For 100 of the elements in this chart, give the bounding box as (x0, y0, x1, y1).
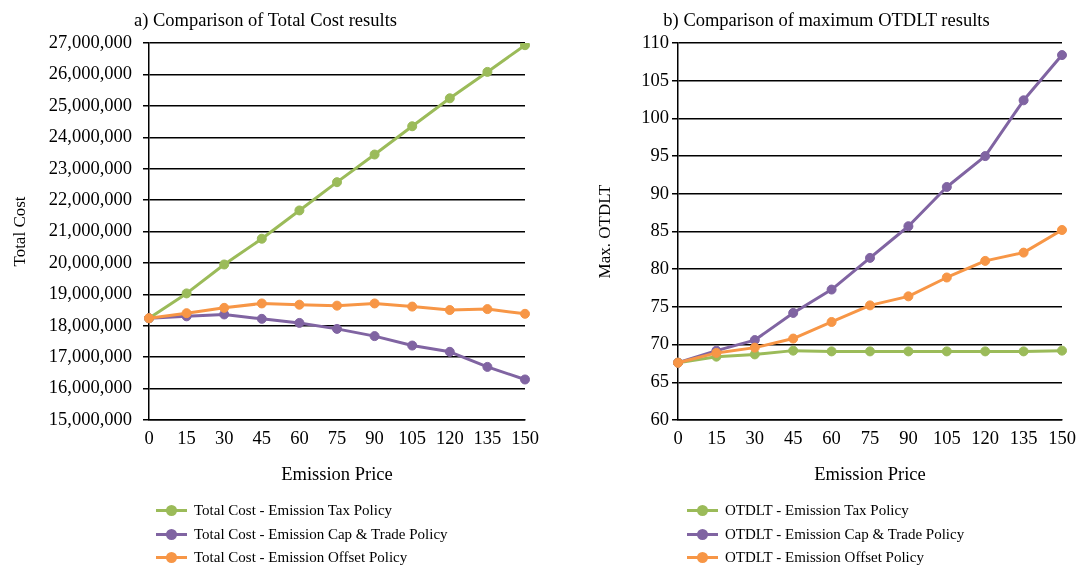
point (256, 313, 267, 324)
point (788, 307, 799, 318)
point (826, 346, 837, 357)
point (407, 121, 418, 132)
x-tick-label: 0 (673, 427, 683, 448)
point (980, 346, 991, 357)
x-tick-label: 135 (1009, 427, 1038, 448)
point (903, 291, 914, 302)
point (903, 221, 914, 232)
y-tick-label: 70 (650, 333, 669, 354)
chart-title: b) Comparison of maximum OTDLT results (663, 9, 990, 31)
point (980, 151, 991, 162)
point (980, 255, 991, 266)
point (941, 272, 952, 283)
point (520, 308, 530, 319)
x-tick-label: 90 (899, 427, 918, 448)
y-tick-label: 75 (650, 295, 669, 316)
point (1018, 95, 1029, 106)
y-tick-label: 18,000,000 (48, 314, 132, 335)
point (788, 345, 799, 356)
legend-label: Total Cost - Emission Offset Policy (194, 549, 408, 567)
point (332, 177, 342, 188)
y-tick-label: 27,000,000 (48, 31, 132, 52)
y-tick-label: 85 (650, 220, 669, 241)
point (256, 298, 267, 309)
x-tick-label: 15 (177, 427, 196, 448)
legend-label: Total Cost - Emission Tax Policy (194, 502, 393, 520)
point (369, 149, 380, 160)
point (332, 323, 342, 334)
y-tick-label: 100 (641, 107, 669, 128)
y-tick-label: 22,000,000 (48, 188, 132, 209)
x-tick-label: 30 (214, 427, 234, 448)
point (294, 299, 305, 310)
y-tick-label: 65 (650, 371, 669, 392)
y-tick-label: 105 (641, 69, 669, 90)
y-axis-title: Total Cost (9, 196, 29, 267)
point (369, 331, 380, 342)
point (865, 346, 875, 357)
point (407, 301, 418, 312)
x-tick-label: 15 (707, 427, 726, 448)
y-tick-label: 24,000,000 (48, 126, 132, 147)
x-axis-title: Emission Price (814, 463, 926, 484)
x-tick-label: 0 (144, 427, 154, 448)
chart-title: a) Comparison of Total Cost results (134, 9, 397, 31)
point (520, 374, 530, 385)
point (903, 346, 914, 357)
point (482, 361, 493, 372)
x-tick-label: 30 (745, 427, 765, 448)
x-tick-label: 105 (932, 427, 961, 448)
point (1057, 345, 1067, 356)
point (181, 288, 192, 299)
point (826, 316, 837, 327)
point (219, 302, 230, 313)
y-tick-label: 16,000,000 (48, 377, 132, 398)
point (865, 300, 875, 311)
y-tick-label: 15,000,000 (48, 408, 132, 429)
point (749, 342, 760, 353)
legend-label: OTDLT - Emission Tax Policy (725, 502, 909, 520)
point (332, 300, 342, 311)
x-tick-label: 45 (252, 427, 272, 448)
x-tick-label: 105 (398, 427, 427, 448)
y-tick-label: 90 (650, 182, 669, 203)
x-tick-label: 120 (435, 427, 464, 448)
x-axis-title: Emission Price (281, 463, 393, 484)
point (219, 259, 230, 270)
y-tick-label: 60 (650, 408, 669, 429)
x-tick-label: 75 (860, 427, 880, 448)
point (1057, 224, 1067, 235)
point (941, 182, 952, 193)
point (444, 346, 455, 357)
point (407, 340, 418, 351)
y-tick-label: 19,000,000 (48, 283, 132, 304)
y-tick-label: 95 (650, 144, 669, 165)
y-tick-label: 26,000,000 (48, 63, 132, 84)
x-tick-label: 120 (971, 427, 1000, 448)
point (788, 333, 799, 344)
point (294, 317, 305, 328)
x-tick-label: 150 (511, 427, 539, 448)
y-tick-label: 17,000,000 (48, 346, 132, 367)
x-tick-label: 60 (290, 427, 309, 448)
point (482, 66, 493, 77)
legend-label: OTDLT - Emission Offset Policy (725, 549, 924, 567)
y-tick-label: 21,000,000 (48, 220, 132, 241)
point (444, 93, 455, 104)
point (1057, 50, 1067, 61)
x-tick-label: 75 (327, 427, 347, 448)
point (294, 205, 305, 216)
point (1018, 247, 1029, 258)
point (256, 233, 267, 244)
legend-label: OTDLT - Emission Cap & Trade Policy (725, 525, 965, 543)
x-tick-label: 150 (1048, 427, 1076, 448)
point (1018, 346, 1029, 357)
y-tick-label: 23,000,000 (48, 157, 132, 178)
x-tick-label: 135 (473, 427, 502, 448)
point (865, 252, 875, 263)
x-tick-label: 90 (365, 427, 384, 448)
point (482, 304, 493, 315)
y-tick-label: 25,000,000 (48, 94, 132, 115)
point (826, 284, 837, 295)
point (444, 305, 455, 316)
